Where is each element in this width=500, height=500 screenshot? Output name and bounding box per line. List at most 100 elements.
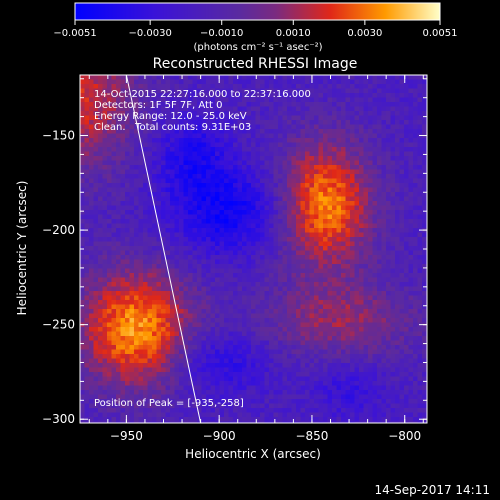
heatmap-pixel [327,228,333,233]
heatmap-pixel [192,214,198,220]
heatmap-pixel [125,255,130,260]
heatmap-pixel [350,174,355,179]
heatmap-pixel [395,138,400,143]
heatmap-pixel [206,219,211,224]
heatmap-pixel [273,295,279,301]
heatmap-pixel [408,196,414,202]
heatmap-pixel [237,322,243,328]
heatmap-pixel [251,255,256,260]
heatmap-pixel [273,165,279,170]
heatmap-pixel [327,349,333,355]
heatmap-pixel [413,84,418,89]
heatmap-pixel [107,201,112,206]
heatmap-pixel [210,214,216,220]
heatmap-pixel [111,304,117,310]
heatmap-pixel [386,322,391,328]
heatmap-pixel [291,327,297,332]
heatmap-pixel [134,129,139,134]
heatmap-pixel [399,138,405,143]
heatmap-pixel [165,250,171,256]
heatmap-pixel [278,241,283,247]
heatmap-pixel [278,286,283,292]
heatmap-pixel [332,322,337,328]
heatmap-pixel [219,201,225,206]
heatmap-pixel [359,354,364,359]
heatmap-pixel [143,147,148,152]
heatmap-pixel [147,331,153,337]
heatmap-pixel [98,205,103,211]
heatmap-pixel [323,345,328,350]
heatmap-pixel [188,340,193,346]
heatmap-pixel [228,354,234,359]
heatmap-pixel [251,358,256,364]
heatmap-pixel [399,183,405,188]
heatmap-pixel [129,277,135,283]
heatmap-pixel [242,214,247,220]
heatmap-pixel [404,183,409,188]
heatmap-pixel [107,178,112,184]
heatmap-pixel [147,264,153,269]
heatmap-pixel [228,178,234,184]
heatmap-pixel [237,106,243,112]
heatmap-pixel [291,237,297,242]
heatmap-pixel [246,246,252,251]
heatmap-pixel [147,345,153,350]
heatmap-pixel [165,340,171,346]
heatmap-pixel [138,169,144,175]
heatmap-pixel [273,151,279,157]
heatmap-pixel [359,241,364,247]
heatmap-pixel [102,309,108,314]
heatmap-pixel [80,169,85,175]
heatmap-pixel [282,120,288,125]
heatmap-pixel [264,124,270,130]
heatmap-pixel [368,178,373,184]
heatmap-pixel [422,120,427,125]
heatmap-pixel [300,349,306,355]
heatmap-pixel [404,250,409,256]
heatmap-pixel [386,187,391,193]
heatmap-pixel [156,295,162,301]
heatmap-pixel [408,232,414,238]
heatmap-pixel [80,336,85,341]
heatmap-pixel [264,115,270,121]
heatmap-pixel [93,192,99,197]
colorbar-tick-label: −0.0010 [200,28,243,39]
heatmap-pixel [363,174,369,179]
heatmap-pixel [152,331,157,337]
heatmap-pixel [323,295,328,301]
heatmap-pixel [134,102,139,107]
heatmap-pixel [242,228,247,233]
heatmap-pixel [219,327,225,332]
heatmap-pixel [192,75,198,80]
heatmap-pixel [323,349,328,355]
heatmap-pixel [264,246,270,251]
heatmap-pixel [179,129,184,134]
heatmap-pixel [390,205,396,211]
heatmap-pixel [197,192,202,197]
heatmap-pixel [170,97,175,103]
heatmap-pixel [174,300,180,305]
heatmap-pixel [332,75,337,80]
heatmap-pixel [138,160,144,166]
heatmap-pixel [98,133,103,139]
heatmap-pixel [242,219,247,224]
heatmap-pixel [224,354,229,359]
heatmap-pixel [341,300,346,305]
heatmap-pixel [147,102,153,107]
heatmap-pixel [278,228,283,233]
heatmap-pixel [287,246,292,251]
heatmap-pixel [332,232,337,238]
heatmap-pixel [278,84,283,89]
heatmap-pixel [143,219,148,224]
heatmap-pixel [192,192,198,197]
heatmap-pixel [404,241,409,247]
heatmap-pixel [224,165,229,170]
heatmap-pixel [179,106,184,112]
heatmap-pixel [224,115,229,121]
heatmap-pixel [188,169,193,175]
heatmap-pixel [327,160,333,166]
heatmap-pixel [170,250,175,256]
heatmap-pixel [134,241,139,247]
heatmap-pixel [255,97,261,103]
heatmap-pixel [350,336,355,341]
